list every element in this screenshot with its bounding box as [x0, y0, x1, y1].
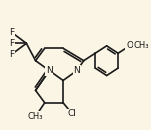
Text: CH₃: CH₃ — [28, 112, 43, 121]
Text: O: O — [126, 41, 133, 50]
Text: CH₃: CH₃ — [134, 41, 149, 50]
Text: F: F — [9, 50, 14, 59]
Text: F: F — [9, 28, 14, 37]
Text: N: N — [46, 66, 53, 75]
Text: F: F — [9, 39, 14, 48]
Text: Cl: Cl — [68, 109, 77, 118]
Text: N: N — [74, 66, 80, 75]
